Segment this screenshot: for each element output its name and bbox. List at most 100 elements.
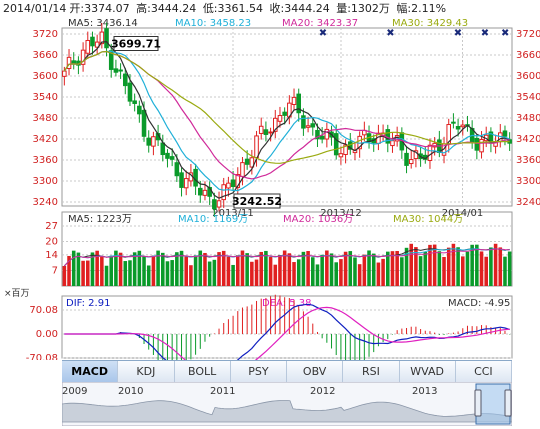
volume-bar xyxy=(493,243,498,286)
candle-body xyxy=(165,152,170,159)
timeline-selection[interactable] xyxy=(475,383,511,425)
timeline-navigator[interactable]: 2009 2010 2011 2012 2013 xyxy=(62,382,512,426)
volume-bar xyxy=(245,253,249,286)
quote-change: 幅:2.11% xyxy=(396,2,447,15)
price-tick-left: 3540 xyxy=(33,92,58,103)
volume-bar xyxy=(175,252,179,286)
candle-body xyxy=(71,60,76,64)
tab-wvad[interactable]: WVAD xyxy=(399,361,456,382)
date-label: 2014/01 xyxy=(442,208,484,219)
volume-legend-ma30: MA30: 1044万 xyxy=(393,214,463,225)
quote-volume: 量:1302万 xyxy=(336,2,390,15)
stock-chart[interactable]: 3720 3720 3660 3660 3600 3600 3540 3540 3480 3480… xyxy=(0,14,540,360)
candle-body xyxy=(301,115,306,129)
timeline-year-label: 2013 xyxy=(412,386,437,397)
ma30-line xyxy=(63,50,510,164)
date-label: 2013/12 xyxy=(320,208,362,219)
volume-tick: 27 xyxy=(45,221,58,232)
tab-kdj[interactable]: KDJ xyxy=(118,361,175,382)
candle-body xyxy=(268,131,273,134)
candle-body xyxy=(62,70,67,77)
candle-body xyxy=(427,144,433,161)
timeline-left-handle[interactable] xyxy=(474,389,482,417)
candle-body xyxy=(273,117,278,132)
candle-body xyxy=(324,128,330,140)
volume-bar xyxy=(306,251,310,286)
price-tick-left: 3420 xyxy=(33,134,58,145)
event-marker-icon: ✖ xyxy=(319,28,327,39)
candle-body xyxy=(455,126,461,130)
tab-rsi[interactable]: RSI xyxy=(343,361,400,382)
candle-body xyxy=(319,135,325,140)
quote-close: 收:3444.24 xyxy=(269,2,330,15)
volume-bar xyxy=(250,261,254,286)
timeline-right-handle[interactable] xyxy=(504,389,512,417)
candle-body xyxy=(474,137,480,151)
volume-bar xyxy=(259,251,263,286)
candle-body xyxy=(502,130,508,137)
candle-body xyxy=(179,172,184,188)
macd-tick: -70.08 xyxy=(26,353,58,360)
tab-psy[interactable]: PSY xyxy=(230,361,287,382)
ma10-line xyxy=(63,50,510,192)
price-tick-right: 3420 xyxy=(516,134,540,145)
timeline-year-label: 2012 xyxy=(310,386,335,397)
volume-bar xyxy=(156,250,160,286)
pane-frame-0 xyxy=(61,27,513,207)
quote-header: 2014/01/14 开:3374.07 高:3444.24 低:3361.54 … xyxy=(0,0,540,16)
volume-bar xyxy=(446,247,451,286)
price-tick-right: 3480 xyxy=(516,113,540,124)
candle-body xyxy=(244,158,250,165)
quote-date: 2014/01/14 xyxy=(3,2,67,15)
price-tick-left: 3300 xyxy=(33,176,58,187)
volume-bar xyxy=(198,250,203,286)
candle-body xyxy=(315,129,320,140)
tab-macd[interactable]: MACD xyxy=(62,361,119,382)
volume-bar xyxy=(325,250,329,286)
tab-boll[interactable]: BOLL xyxy=(174,361,231,382)
tab-cci[interactable]: CCI xyxy=(455,361,512,382)
candle-body xyxy=(404,152,409,166)
price-tick-left: 3360 xyxy=(33,155,58,166)
candle-body xyxy=(90,36,95,47)
volume-bar xyxy=(114,250,118,286)
candle-body xyxy=(198,187,203,196)
candle-body xyxy=(240,162,245,177)
volume-bar xyxy=(118,252,123,286)
candle-body xyxy=(216,200,222,208)
candle-body xyxy=(80,49,86,65)
candle-body xyxy=(151,136,156,147)
volume-bar xyxy=(90,252,95,286)
volume-bar xyxy=(451,243,456,286)
volume-bar xyxy=(465,251,470,286)
candle-body xyxy=(183,178,189,189)
volume-bar xyxy=(311,257,315,286)
volume-bars xyxy=(62,243,512,286)
volume-bar xyxy=(292,262,296,286)
price-legend-ma30: MA30: 3429.43 xyxy=(392,18,468,29)
quote-high: 高:3444.24 xyxy=(136,2,197,15)
volume-bar xyxy=(236,255,240,286)
volume-bar xyxy=(334,262,338,286)
volume-bar xyxy=(151,255,156,286)
volume-bar xyxy=(161,252,165,286)
candle-body xyxy=(127,82,133,102)
candle-body xyxy=(291,96,297,105)
event-marker-icon: ✖ xyxy=(481,28,489,39)
volume-bar xyxy=(339,259,343,286)
volume-bar xyxy=(71,250,76,286)
price-tick-left: 3660 xyxy=(33,50,58,61)
tab-obv[interactable]: OBV xyxy=(287,361,344,382)
candle-body xyxy=(296,93,301,114)
volume-bar xyxy=(170,260,174,286)
price-tick-right: 3720 xyxy=(516,29,540,40)
timeline-year-label: 2010 xyxy=(118,386,143,397)
price-legend-ma5: MA5: 3436.14 xyxy=(68,18,138,29)
macd-legend-macd: MACD: -4.95 xyxy=(448,298,510,309)
event-marker-icon: ✖ xyxy=(501,28,509,39)
volume-bar xyxy=(76,252,81,286)
quote-low: 低:3361.54 xyxy=(202,2,264,15)
volume-bar xyxy=(231,264,235,286)
candle-body xyxy=(258,125,264,134)
volume-bar xyxy=(62,266,67,286)
